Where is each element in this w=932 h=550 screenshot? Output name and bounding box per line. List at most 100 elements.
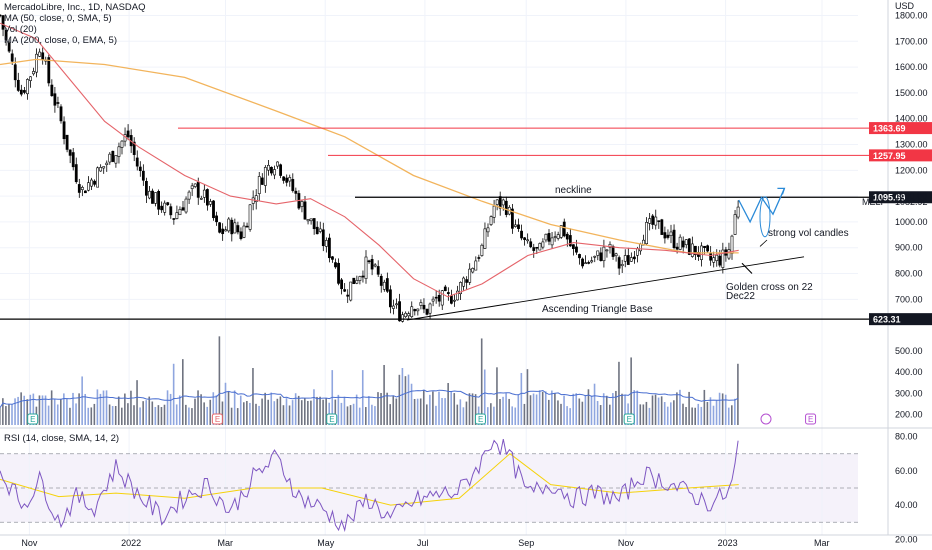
volume-bar <box>578 398 581 425</box>
volume-bar <box>444 398 446 425</box>
volume-bar <box>535 394 538 425</box>
candle-body <box>10 53 14 62</box>
volume-bar <box>117 396 120 425</box>
candle-body <box>550 237 554 246</box>
price-candles <box>0 14 740 323</box>
volume-bar <box>657 397 660 425</box>
candle-body <box>431 298 435 302</box>
candle-body <box>596 250 600 256</box>
candle-body <box>547 233 551 242</box>
volume-bar <box>709 397 712 425</box>
candle-body <box>575 246 578 253</box>
candle-body <box>53 93 57 106</box>
volume-bar <box>307 400 309 425</box>
volume-bar <box>673 400 675 425</box>
candle-body <box>465 279 469 283</box>
candle-body <box>608 243 612 248</box>
candle-body <box>175 212 179 219</box>
volume-bar <box>731 405 733 425</box>
candle-body <box>404 312 408 317</box>
candle-body <box>398 301 401 322</box>
candle-body <box>590 260 594 263</box>
earnings-marker: E <box>623 413 635 425</box>
candle-body <box>343 289 347 292</box>
volume-bar <box>654 394 657 425</box>
candle-body <box>99 167 103 172</box>
volume-bar <box>322 399 324 425</box>
candle-body <box>257 176 261 194</box>
time-tick-label: 2022 <box>121 538 141 548</box>
ma200-line <box>0 58 739 254</box>
candle-body <box>227 218 231 232</box>
candle-body <box>245 225 249 228</box>
volume-bar <box>374 406 376 425</box>
candle-body <box>187 191 191 200</box>
volume-bar <box>218 336 221 425</box>
candle-body <box>35 53 39 73</box>
volume-bar <box>282 405 285 425</box>
volume-bar <box>197 390 199 425</box>
price-tick-label: 900.00 <box>895 243 923 253</box>
volume-bar <box>407 374 410 425</box>
volume-bar <box>313 389 315 425</box>
candle-body <box>736 206 740 218</box>
volume-bar <box>389 404 391 425</box>
candle-body <box>62 121 66 140</box>
candle-body <box>77 184 81 193</box>
candle-body <box>395 303 398 306</box>
volume-bar <box>368 396 370 425</box>
volume-bar <box>676 392 678 425</box>
volume-bar <box>724 394 727 425</box>
candle-body <box>29 76 32 81</box>
volume-bar <box>618 361 620 425</box>
volume-bar <box>72 392 74 425</box>
projection-arrowhead <box>777 187 786 195</box>
level-price-tag <box>869 149 932 162</box>
candle-body <box>407 313 411 317</box>
volume-bar <box>114 406 117 425</box>
volume-bar <box>300 400 303 425</box>
candle-body <box>437 294 441 302</box>
candle-body <box>260 177 264 185</box>
volume-bar <box>380 392 382 425</box>
volume-bar <box>78 393 80 425</box>
candle-body <box>449 295 453 304</box>
candle-body <box>611 246 615 257</box>
candle-body <box>141 170 145 181</box>
volume-bar <box>252 368 254 425</box>
candle-body <box>321 229 325 247</box>
volume-bar <box>102 390 105 425</box>
volume-bar <box>133 405 135 425</box>
time-tick-label: May <box>317 538 335 548</box>
candle-body <box>456 290 459 301</box>
level-price-tag <box>869 122 932 135</box>
volume-bar <box>304 398 306 425</box>
volume-bar <box>243 402 245 425</box>
time-tick-label: Sep <box>518 538 534 548</box>
candle-body <box>703 245 706 248</box>
candle-body <box>568 235 572 247</box>
volume-bar <box>358 407 361 425</box>
volume-bar <box>651 395 654 425</box>
price-tick-label: 1000.00 <box>895 217 928 227</box>
candle-body <box>251 197 255 204</box>
volume-tick-label: 200.00 <box>895 409 923 419</box>
volume-bar <box>175 404 178 425</box>
price-tick-label: 1700.00 <box>895 36 928 46</box>
candle-body <box>102 166 106 169</box>
candle-body <box>160 205 164 211</box>
volume-bar <box>416 398 419 425</box>
rsi-tick-label: 20.00 <box>895 534 918 544</box>
candle-body <box>654 216 658 226</box>
volume-bar <box>706 402 709 425</box>
candle-body <box>178 209 182 216</box>
candle-body <box>401 314 405 322</box>
candle-body <box>678 236 682 250</box>
volume-bar <box>194 398 196 425</box>
volume-bar <box>169 393 172 425</box>
candle-body <box>1 15 5 30</box>
candle-body <box>47 57 51 84</box>
volume-bar <box>529 395 532 425</box>
volume-bar <box>474 394 477 425</box>
